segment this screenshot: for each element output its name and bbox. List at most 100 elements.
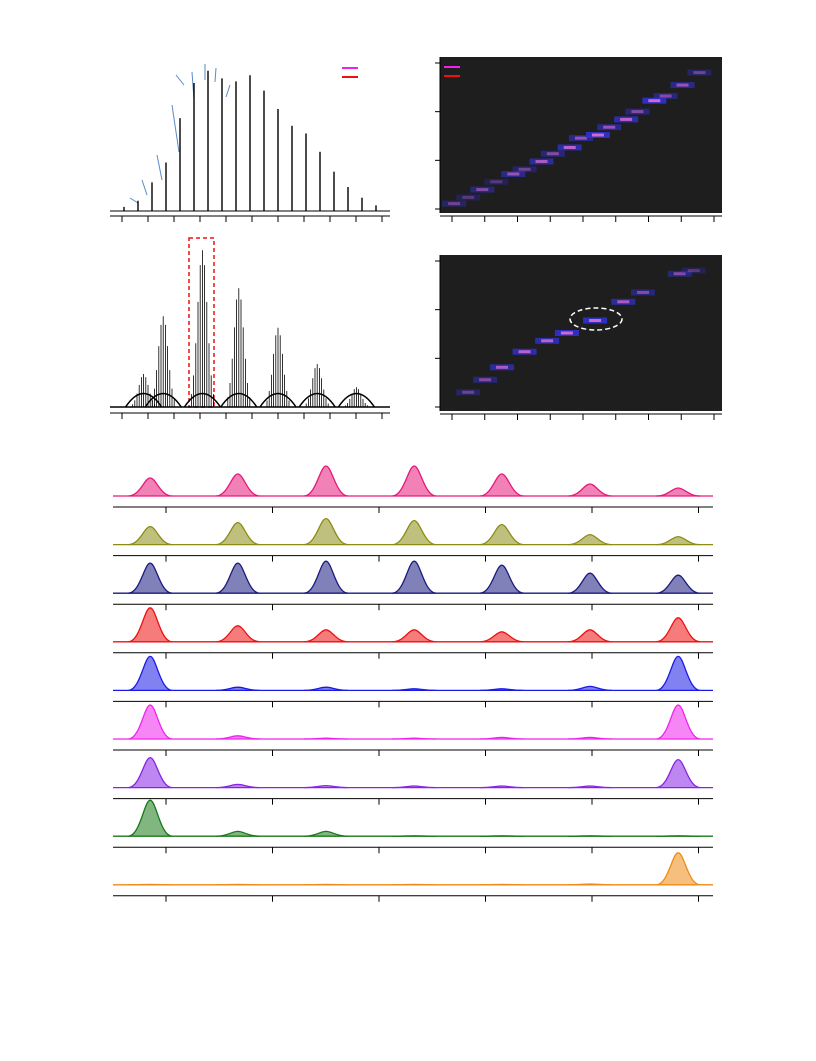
spot [583, 318, 607, 324]
trace-peak [656, 575, 700, 593]
trace-peak [568, 535, 612, 545]
heatmap-bg [440, 255, 722, 411]
trace-peak [480, 689, 524, 691]
trace-peak [304, 738, 348, 739]
spot [631, 289, 655, 295]
spot [682, 268, 706, 274]
spot [470, 187, 494, 193]
trace-peak [480, 525, 524, 545]
spot-core [620, 118, 632, 121]
spot [555, 330, 579, 336]
trace-peak [568, 884, 612, 885]
spot-core [476, 188, 488, 191]
trace-peak [656, 853, 700, 885]
spot [513, 349, 537, 355]
spot-core [688, 269, 700, 272]
spot [558, 144, 582, 150]
trace-peak [656, 705, 700, 739]
spot-core [564, 146, 576, 149]
spot [586, 132, 610, 138]
trace-peak [128, 758, 172, 788]
trace-peak [656, 488, 700, 496]
spot [687, 70, 711, 76]
spot [611, 299, 635, 305]
spot [442, 201, 466, 207]
spot [484, 179, 508, 185]
spot-core [462, 196, 474, 199]
spot-core [660, 95, 672, 98]
trace-peak [656, 656, 700, 690]
trace-peak [304, 466, 348, 496]
trace-peak [216, 626, 260, 642]
spot [456, 194, 480, 200]
spot-core [561, 332, 573, 335]
spot-core [547, 152, 559, 155]
peak-cluster [299, 364, 335, 407]
spot [456, 389, 480, 395]
trace-peak [216, 784, 260, 787]
trace-peak [568, 786, 612, 788]
spot-core [479, 378, 491, 381]
spot [530, 159, 554, 165]
trace-peak [304, 831, 348, 836]
trace-peak [128, 705, 172, 739]
spot [490, 364, 514, 370]
spot-core [575, 137, 587, 140]
peak-cluster [221, 288, 257, 407]
peak-cluster [338, 387, 374, 407]
spot-core [448, 202, 460, 205]
trace-peak [304, 561, 348, 593]
trace-peak [216, 523, 260, 545]
spot-core [490, 180, 502, 183]
trace-peak [480, 632, 524, 642]
trace-peak [216, 736, 260, 739]
spot-core [507, 173, 519, 176]
trace-peak [128, 478, 172, 496]
trace-peak [392, 630, 436, 642]
peak-cluster [145, 316, 181, 407]
spot-core [677, 84, 689, 87]
trace-peak [656, 618, 700, 642]
trace-peak [568, 484, 612, 496]
spot [625, 109, 649, 115]
trace-peak [128, 563, 172, 593]
spot [614, 116, 638, 122]
trace-peak [568, 686, 612, 690]
spot [541, 151, 565, 157]
trace-peak [216, 474, 260, 496]
highlight-box [189, 238, 214, 407]
trace-peak [392, 786, 436, 788]
trace-peak [480, 474, 524, 496]
peak-cluster [260, 328, 296, 407]
spot-core [592, 134, 604, 137]
trace-peak [480, 565, 524, 593]
trace-peak [480, 737, 524, 739]
spot-core [637, 291, 649, 294]
trace-peak [568, 737, 612, 739]
trace-peak [128, 656, 172, 690]
trace-peak [304, 687, 348, 690]
trace-peak [216, 563, 260, 593]
trace-peak [568, 573, 612, 593]
trace-peak [392, 689, 436, 691]
spot-core [462, 391, 474, 394]
spot [597, 124, 621, 130]
trace-peak [480, 786, 524, 788]
trace-peak [392, 466, 436, 496]
spot [513, 166, 537, 172]
trace-peak [304, 519, 348, 545]
spot-core [536, 160, 548, 163]
spot-core [631, 110, 643, 113]
spot-core [519, 168, 531, 171]
trace-peak [216, 687, 260, 690]
trace-peak [216, 831, 260, 836]
trace-peak [304, 786, 348, 788]
trace-peak [568, 630, 612, 642]
spot-core [541, 339, 553, 342]
spot [671, 82, 695, 88]
spot-core [693, 71, 705, 74]
spot-core [496, 366, 508, 369]
trace-peak [392, 738, 436, 739]
spot-core [603, 126, 615, 129]
